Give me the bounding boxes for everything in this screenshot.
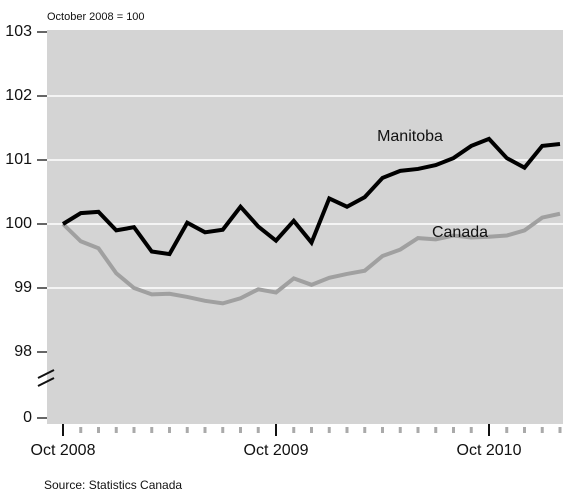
y-tick-label: 100 [5, 215, 32, 232]
y-axis-label: October 2008 = 100 [47, 11, 145, 23]
source: Source: Statistics Canada [44, 478, 182, 492]
x-tick-label: Oct 2010 [457, 442, 522, 459]
series-label: Canada [432, 224, 488, 241]
y-tick-label: 103 [5, 23, 32, 40]
y-tick-label: 99 [14, 279, 32, 296]
series-label: Manitoba [377, 128, 443, 145]
y-tick-label: 98 [14, 343, 32, 360]
y-tick-label: 101 [5, 151, 32, 168]
series-line [61, 211, 561, 306]
y-tick-label: 0 [23, 409, 32, 426]
axis-break [37, 369, 55, 387]
x-tick-label: Oct 2009 [244, 442, 309, 459]
y-tick-label: 102 [5, 87, 32, 104]
series-line [61, 136, 561, 257]
x-tick-label: Oct 2008 [31, 442, 96, 459]
